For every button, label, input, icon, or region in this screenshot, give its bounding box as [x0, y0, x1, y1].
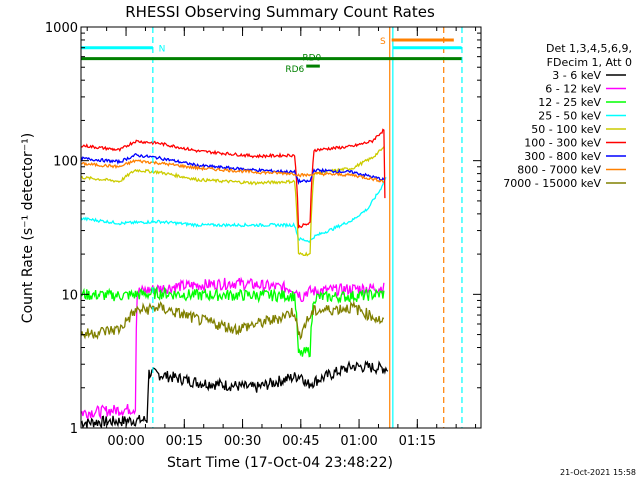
series-line-100-300-kev	[81, 128, 386, 229]
x-tick-label: 01:15	[399, 434, 436, 449]
y-tick-label: 1	[70, 422, 78, 437]
series-line-6-12-kev	[81, 276, 385, 420]
legend-header-line: Det 1,3,4,5,6,9,	[546, 42, 632, 55]
legend-label-7000-15000-kev: 7000 - 15000 keV	[503, 177, 601, 190]
series-line-3-6-kev	[81, 360, 389, 428]
x-tick-label: 00:30	[224, 434, 261, 449]
x-tick-label: 00:15	[166, 434, 203, 449]
legend-label-25-50-kev: 25 - 50 keV	[538, 110, 601, 123]
legend-label-800-7000-kev: 800 - 7000 keV	[517, 164, 601, 177]
x-tick-label: 00:00	[107, 434, 144, 449]
series-line-12-25-kev	[81, 285, 385, 358]
flag-label-n: N	[159, 45, 166, 55]
legend-header-line: FDecim 1, Att 0	[547, 56, 632, 69]
x-tick-label: 01:00	[340, 434, 377, 449]
footer-timestamp: 21-Oct-2021 15:58	[560, 468, 636, 477]
x-tick-label: 00:45	[282, 434, 319, 449]
legend-label-300-800-kev: 300 - 800 keV	[524, 150, 601, 163]
x-axis-label: Start Time (17-Oct-04 23:48:22)	[167, 455, 393, 471]
legend-label-6-12-kev: 6 - 12 keV	[545, 83, 601, 96]
y-axis-label: Count Rate (s⁻¹ detector⁻¹)	[20, 133, 36, 323]
legend-label-3-6-kev: 3 - 6 keV	[552, 69, 601, 82]
legend-label-12-25-kev: 12 - 25 keV	[538, 96, 601, 109]
series-line-25-50-kev	[81, 177, 387, 244]
flag-label-rd6: RD6	[285, 65, 304, 75]
legend-label-100-300-kev: 100 - 300 keV	[524, 137, 601, 150]
series-line-300-800-kev	[81, 153, 385, 186]
flag-label-s: S	[380, 37, 386, 47]
flag-label-rd0: RD0	[302, 54, 321, 64]
legend: Det 1,3,4,5,6,9,FDecim 1, Att 03 - 6 keV…	[503, 42, 632, 190]
y-tick-label: 1000	[45, 21, 78, 36]
chart-title: RHESSI Observing Summary Count Rates	[125, 3, 435, 21]
series-line-7000-15000-kev	[81, 300, 385, 341]
series-line-800-7000-kev	[81, 159, 384, 183]
legend-label-50-100-kev: 50 - 100 keV	[531, 123, 601, 136]
y-tick-label: 10	[61, 288, 78, 303]
y-tick-label: 100	[53, 155, 78, 170]
